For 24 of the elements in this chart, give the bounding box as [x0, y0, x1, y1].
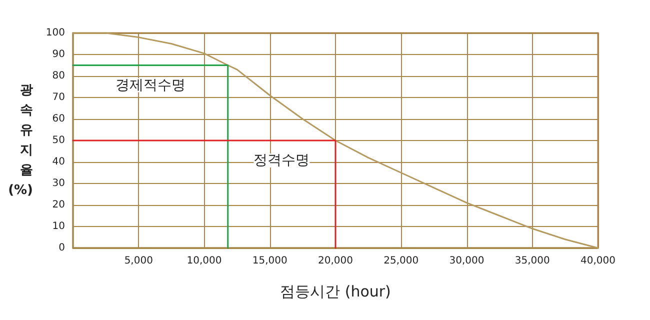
y-tick-label: 70: [52, 92, 65, 103]
x-tick-label: 5,000: [124, 256, 153, 266]
y-tick-label: 100: [46, 28, 65, 38]
x-tick-label: 30,000: [449, 256, 484, 266]
annotation: 경제적수명: [115, 77, 186, 94]
x-tick-label: 25,000: [384, 256, 419, 266]
x-tick-label: 20,000: [318, 256, 353, 266]
y-tick-label: 0: [58, 242, 65, 254]
x-tick-label: 35,000: [514, 256, 550, 266]
y-axis-title: 광속유지율 (%): [8, 83, 33, 198]
y-tick-label: 60: [52, 114, 65, 124]
annotation: 정격수명: [254, 152, 310, 168]
y-tick-label: 90: [52, 49, 65, 60]
y-tick-label: 20: [52, 200, 65, 210]
x-tick-label: 15,000: [252, 256, 288, 266]
y-tick-label: 10: [52, 221, 65, 232]
x-tick-label: 40,000: [580, 256, 616, 266]
y-tick-label: 40: [52, 156, 65, 168]
line-series: [72, 32, 599, 249]
y-tick-label: 50: [52, 135, 65, 146]
y-tick-label: 80: [52, 70, 65, 82]
y-tick-label: 30: [52, 178, 65, 189]
x-tick-label: 10,000: [186, 256, 222, 266]
x-axis-title: 점등시간 (hour): [280, 282, 391, 300]
